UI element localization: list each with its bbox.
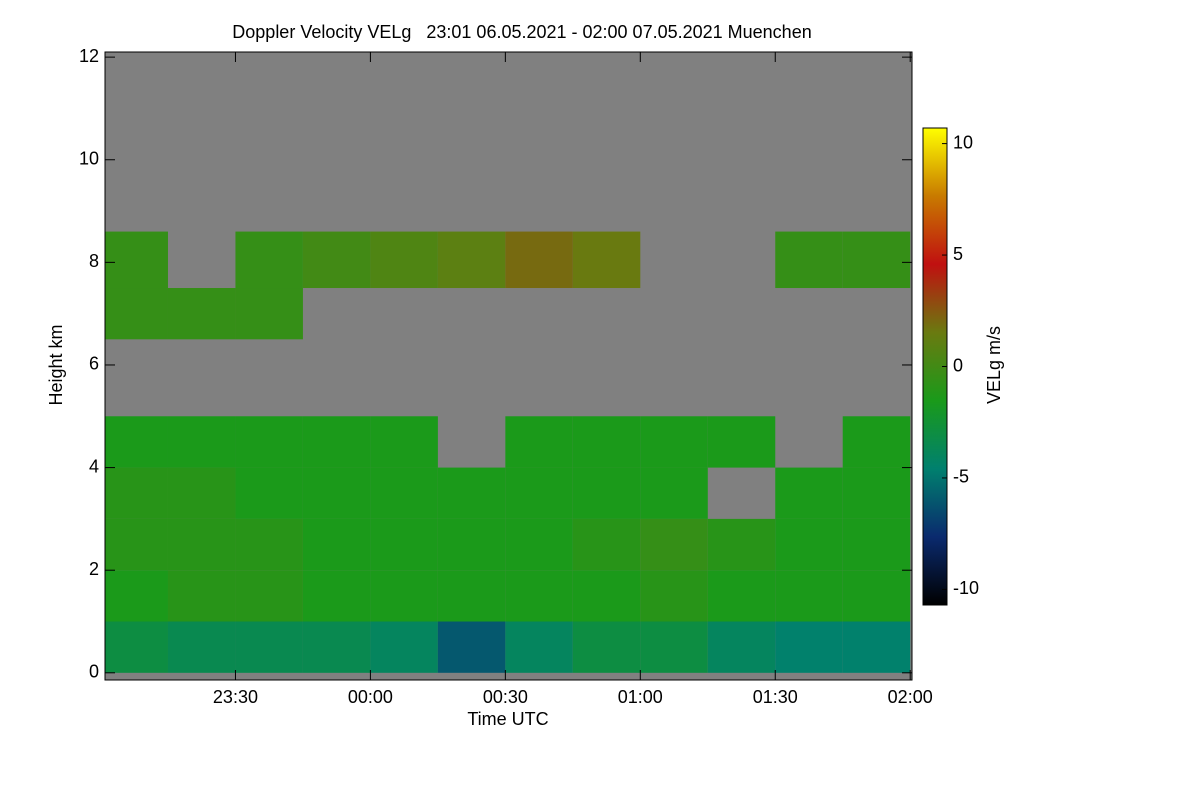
heat-cell xyxy=(707,621,776,673)
heat-cell xyxy=(775,231,843,289)
chart-title: Doppler Velocity VELg 23:01 06.05.2021 -… xyxy=(232,22,811,42)
heat-cell xyxy=(707,416,776,468)
heat-cell xyxy=(572,570,641,622)
heat-cell xyxy=(105,621,168,673)
heat-cell xyxy=(235,231,303,289)
heat-cell xyxy=(235,467,303,519)
heat-cell xyxy=(640,570,708,622)
x-tick-label: 01:30 xyxy=(753,687,798,707)
heat-cell xyxy=(235,518,303,571)
y-tick-label: 2 xyxy=(89,559,99,579)
heat-cell xyxy=(167,288,236,340)
heat-cell xyxy=(167,416,236,468)
heat-cell xyxy=(775,467,843,519)
heat-cell xyxy=(842,467,911,519)
heat-cell xyxy=(105,518,168,571)
colorbar-tick-label: -5 xyxy=(953,467,969,487)
heat-cell xyxy=(572,518,641,571)
heat-cell xyxy=(842,416,911,468)
heat-cell xyxy=(505,231,573,289)
heat-cell xyxy=(370,416,438,468)
heat-cell xyxy=(302,621,371,673)
heat-cell xyxy=(775,621,843,673)
x-tick-label: 00:30 xyxy=(483,687,528,707)
heat-cell xyxy=(572,621,641,673)
heat-cell xyxy=(235,570,303,622)
heat-cell xyxy=(105,570,168,622)
heat-cell xyxy=(302,570,371,622)
heat-cell xyxy=(370,231,438,289)
heat-cell xyxy=(505,621,573,673)
colorbar-label: VELg m/s xyxy=(984,326,1004,404)
heat-cell xyxy=(640,416,708,468)
heat-cell xyxy=(842,621,911,673)
heat-cell xyxy=(105,231,168,289)
plot-frame xyxy=(104,51,913,681)
heat-cell xyxy=(437,518,506,571)
colorbar-tick-label: -10 xyxy=(953,578,979,598)
heat-cell xyxy=(572,231,641,289)
heat-cell xyxy=(235,288,303,340)
colorbar-tick-label: 5 xyxy=(953,244,963,264)
y-tick-label: 0 xyxy=(89,662,99,682)
heat-cell xyxy=(370,518,438,571)
x-tick-label: 01:00 xyxy=(618,687,663,707)
heat-cell xyxy=(167,570,236,622)
heat-cell xyxy=(842,570,911,622)
heat-cell xyxy=(370,570,438,622)
heat-cell xyxy=(370,467,438,519)
x-tick-label: 00:00 xyxy=(348,687,393,707)
heat-cell xyxy=(640,467,708,519)
heat-cell xyxy=(707,518,776,571)
heat-cell xyxy=(842,518,911,571)
heat-cell xyxy=(640,621,708,673)
heat-cell xyxy=(707,570,776,622)
heat-cell xyxy=(775,570,843,622)
heat-cell xyxy=(105,416,168,468)
colorbar-tick-label: 0 xyxy=(953,355,963,375)
heat-cell xyxy=(370,621,438,673)
heat-cell xyxy=(775,518,843,571)
heat-cell xyxy=(842,231,911,289)
colorbar-tick-label: 10 xyxy=(953,132,973,152)
heat-cell xyxy=(302,467,371,519)
heat-cell xyxy=(437,570,506,622)
y-tick-label: 12 xyxy=(79,46,99,66)
heat-cell xyxy=(235,621,303,673)
x-tick-label: 02:00 xyxy=(888,687,933,707)
heat-cell xyxy=(167,518,236,571)
heat-cell xyxy=(167,621,236,673)
heat-cell xyxy=(572,467,641,519)
heat-cell xyxy=(105,288,168,340)
heat-cell xyxy=(640,518,708,571)
y-tick-label: 10 xyxy=(79,148,99,168)
y-tick-label: 6 xyxy=(89,354,99,374)
heat-cell xyxy=(302,518,371,571)
heat-cell xyxy=(572,416,641,468)
heat-cell xyxy=(505,467,573,519)
heat-cell xyxy=(302,416,371,468)
y-tick-label: 4 xyxy=(89,456,99,476)
heat-cell xyxy=(437,231,506,289)
heat-cell xyxy=(505,570,573,622)
heat-cell xyxy=(105,467,168,519)
y-tick-label: 8 xyxy=(89,251,99,271)
x-axis-label: Time UTC xyxy=(467,709,548,729)
heat-cell xyxy=(437,621,506,673)
y-axis-label: Height km xyxy=(46,324,66,405)
x-tick-label: 23:30 xyxy=(213,687,258,707)
heat-cell xyxy=(167,467,236,519)
heat-cell xyxy=(302,231,371,289)
heat-cell xyxy=(505,416,573,468)
heat-cell xyxy=(505,518,573,571)
heat-cell xyxy=(235,416,303,468)
heat-cell xyxy=(437,467,506,519)
